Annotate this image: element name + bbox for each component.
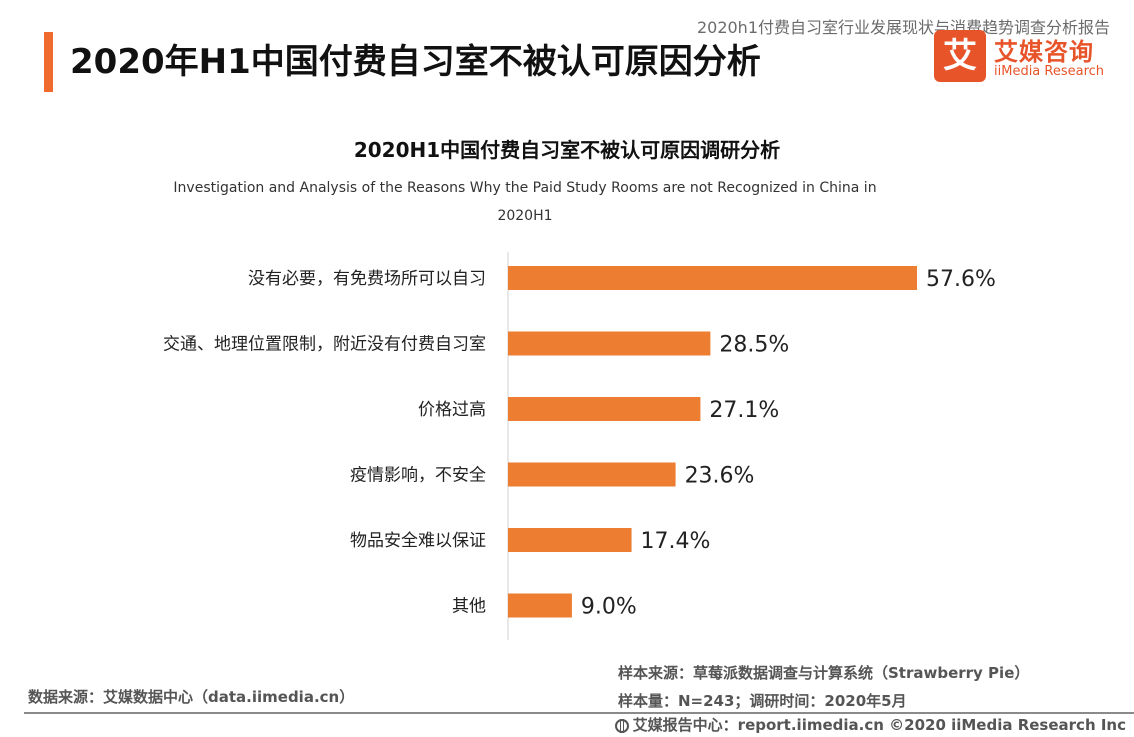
chart-title: 2020H1中国付费自习室不被认可原因调研分析: [353, 138, 781, 162]
category-label: 物品安全难以保证: [350, 531, 486, 551]
category-label: 没有必要，有免费场所可以自习: [248, 269, 486, 289]
footer-divider: [24, 712, 1134, 714]
bar: [508, 266, 917, 290]
category-label: 价格过高: [418, 400, 486, 420]
data-source-note: 数据来源：艾媒数据中心（data.iimedia.cn）: [28, 688, 355, 706]
logo-en-text: iiMedia Research: [994, 64, 1105, 79]
sample-source-note: 样本来源：草莓派数据调查与计算系统（Strawberry Pie）: [618, 664, 1030, 682]
report-title: 2020h1付费自习室行业发展现状与消费趋势调查分析报告: [696, 18, 1110, 37]
chart-subtitle: Investigation and Analysis of the Reason…: [150, 174, 900, 230]
category-label: 其他: [452, 597, 486, 617]
page-title: 2020年H1中国付费自习室不被认可原因分析: [70, 42, 761, 82]
data-label: 57.6%: [926, 267, 996, 292]
bar: [508, 397, 701, 421]
category-label: 疫情影响，不安全: [350, 466, 486, 486]
bar-chart: 没有必要，有免费场所可以自习 57.6% 交通、地理位置限制，附近没有付费自习室 28…: [163, 252, 996, 640]
chart-subtitle-line1: Investigation and Analysis of the Reason…: [173, 180, 877, 196]
chart-subtitle-line2: 2020H1: [497, 208, 553, 224]
logo-cn-text: 艾媒咨询: [994, 38, 1094, 66]
data-label: 27.1%: [709, 398, 779, 423]
data-label: 17.4%: [641, 529, 711, 554]
sample-size-note: 样本量：N=243；调研时间：2020年5月: [618, 692, 907, 710]
data-label: 28.5%: [719, 333, 789, 358]
globe-icon: [614, 719, 629, 733]
bar: [508, 528, 632, 552]
bar: [508, 331, 711, 356]
data-label: 9.0%: [581, 595, 637, 620]
bar: [508, 462, 676, 487]
copyright-text: 艾媒报告中心：report.iimedia.cn ©2020 iiMedia R…: [632, 716, 1126, 734]
logo-mark-icon: 艾: [934, 30, 986, 82]
category-label: 交通、地理位置限制，附近没有付费自习室: [163, 335, 486, 355]
bar: [508, 593, 572, 618]
iimedia-logo: 艾 艾媒咨询 iiMedia Research: [934, 30, 1114, 86]
data-label: 23.6%: [685, 464, 755, 489]
footer-copyright: 艾媒报告中心：report.iimedia.cn ©2020 iiMedia R…: [614, 714, 1126, 735]
title-accent-bar: [44, 32, 53, 92]
